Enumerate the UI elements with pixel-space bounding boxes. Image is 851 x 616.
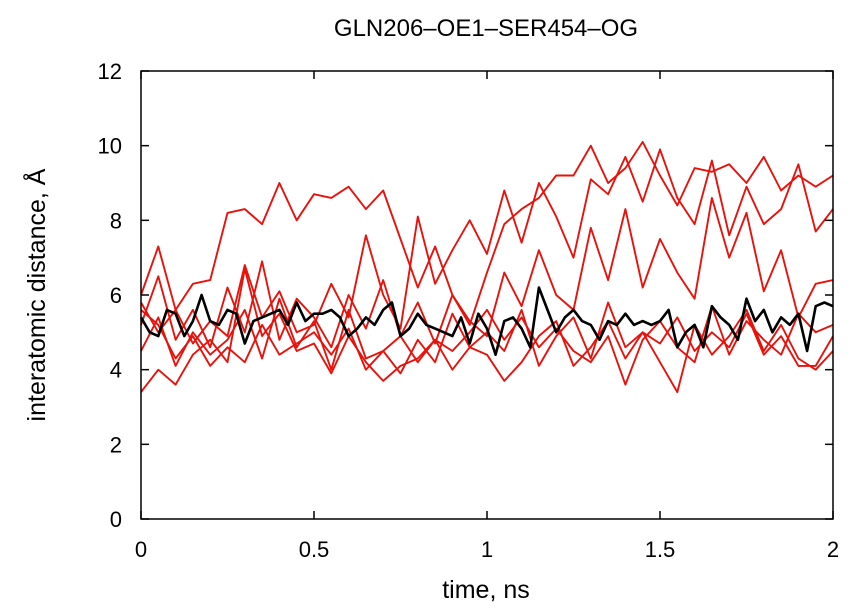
y-axis-title: interatomic distance, Å	[21, 168, 51, 421]
x-tick-label: 1	[481, 537, 493, 562]
series-line-replica-6	[140, 305, 834, 386]
x-axis-title: time, ns	[442, 576, 530, 604]
x-tick-label: 0	[135, 537, 147, 562]
series-line-replica-1	[140, 140, 834, 326]
y-tick-label: 10	[98, 134, 122, 159]
series-layer	[139, 140, 834, 394]
series-line-replica-2	[140, 148, 834, 345]
y-tick-label: 0	[110, 507, 122, 532]
x-tick-label: 2	[827, 537, 839, 562]
series-line-replica-5	[140, 267, 834, 393]
series-line-reference-7	[139, 286, 834, 357]
y-tick-label: 12	[98, 59, 122, 84]
plot-frame	[140, 70, 834, 520]
y-axis: 0 2 4 6 8 10 12	[98, 59, 833, 532]
series-line-replica-3	[140, 196, 834, 349]
x-tick-label: 0.5	[299, 537, 330, 562]
y-tick-label: 8	[110, 208, 122, 233]
x-tick-label: 1.5	[645, 537, 676, 562]
y-tick-label: 6	[110, 283, 122, 308]
y-tick-label: 4	[110, 358, 122, 383]
y-tick-label: 2	[110, 432, 122, 457]
x-axis: 0 0.5 1 1.5 2	[135, 71, 839, 562]
chart-title: GLN206–OE1–SER454–OG	[334, 15, 638, 42]
